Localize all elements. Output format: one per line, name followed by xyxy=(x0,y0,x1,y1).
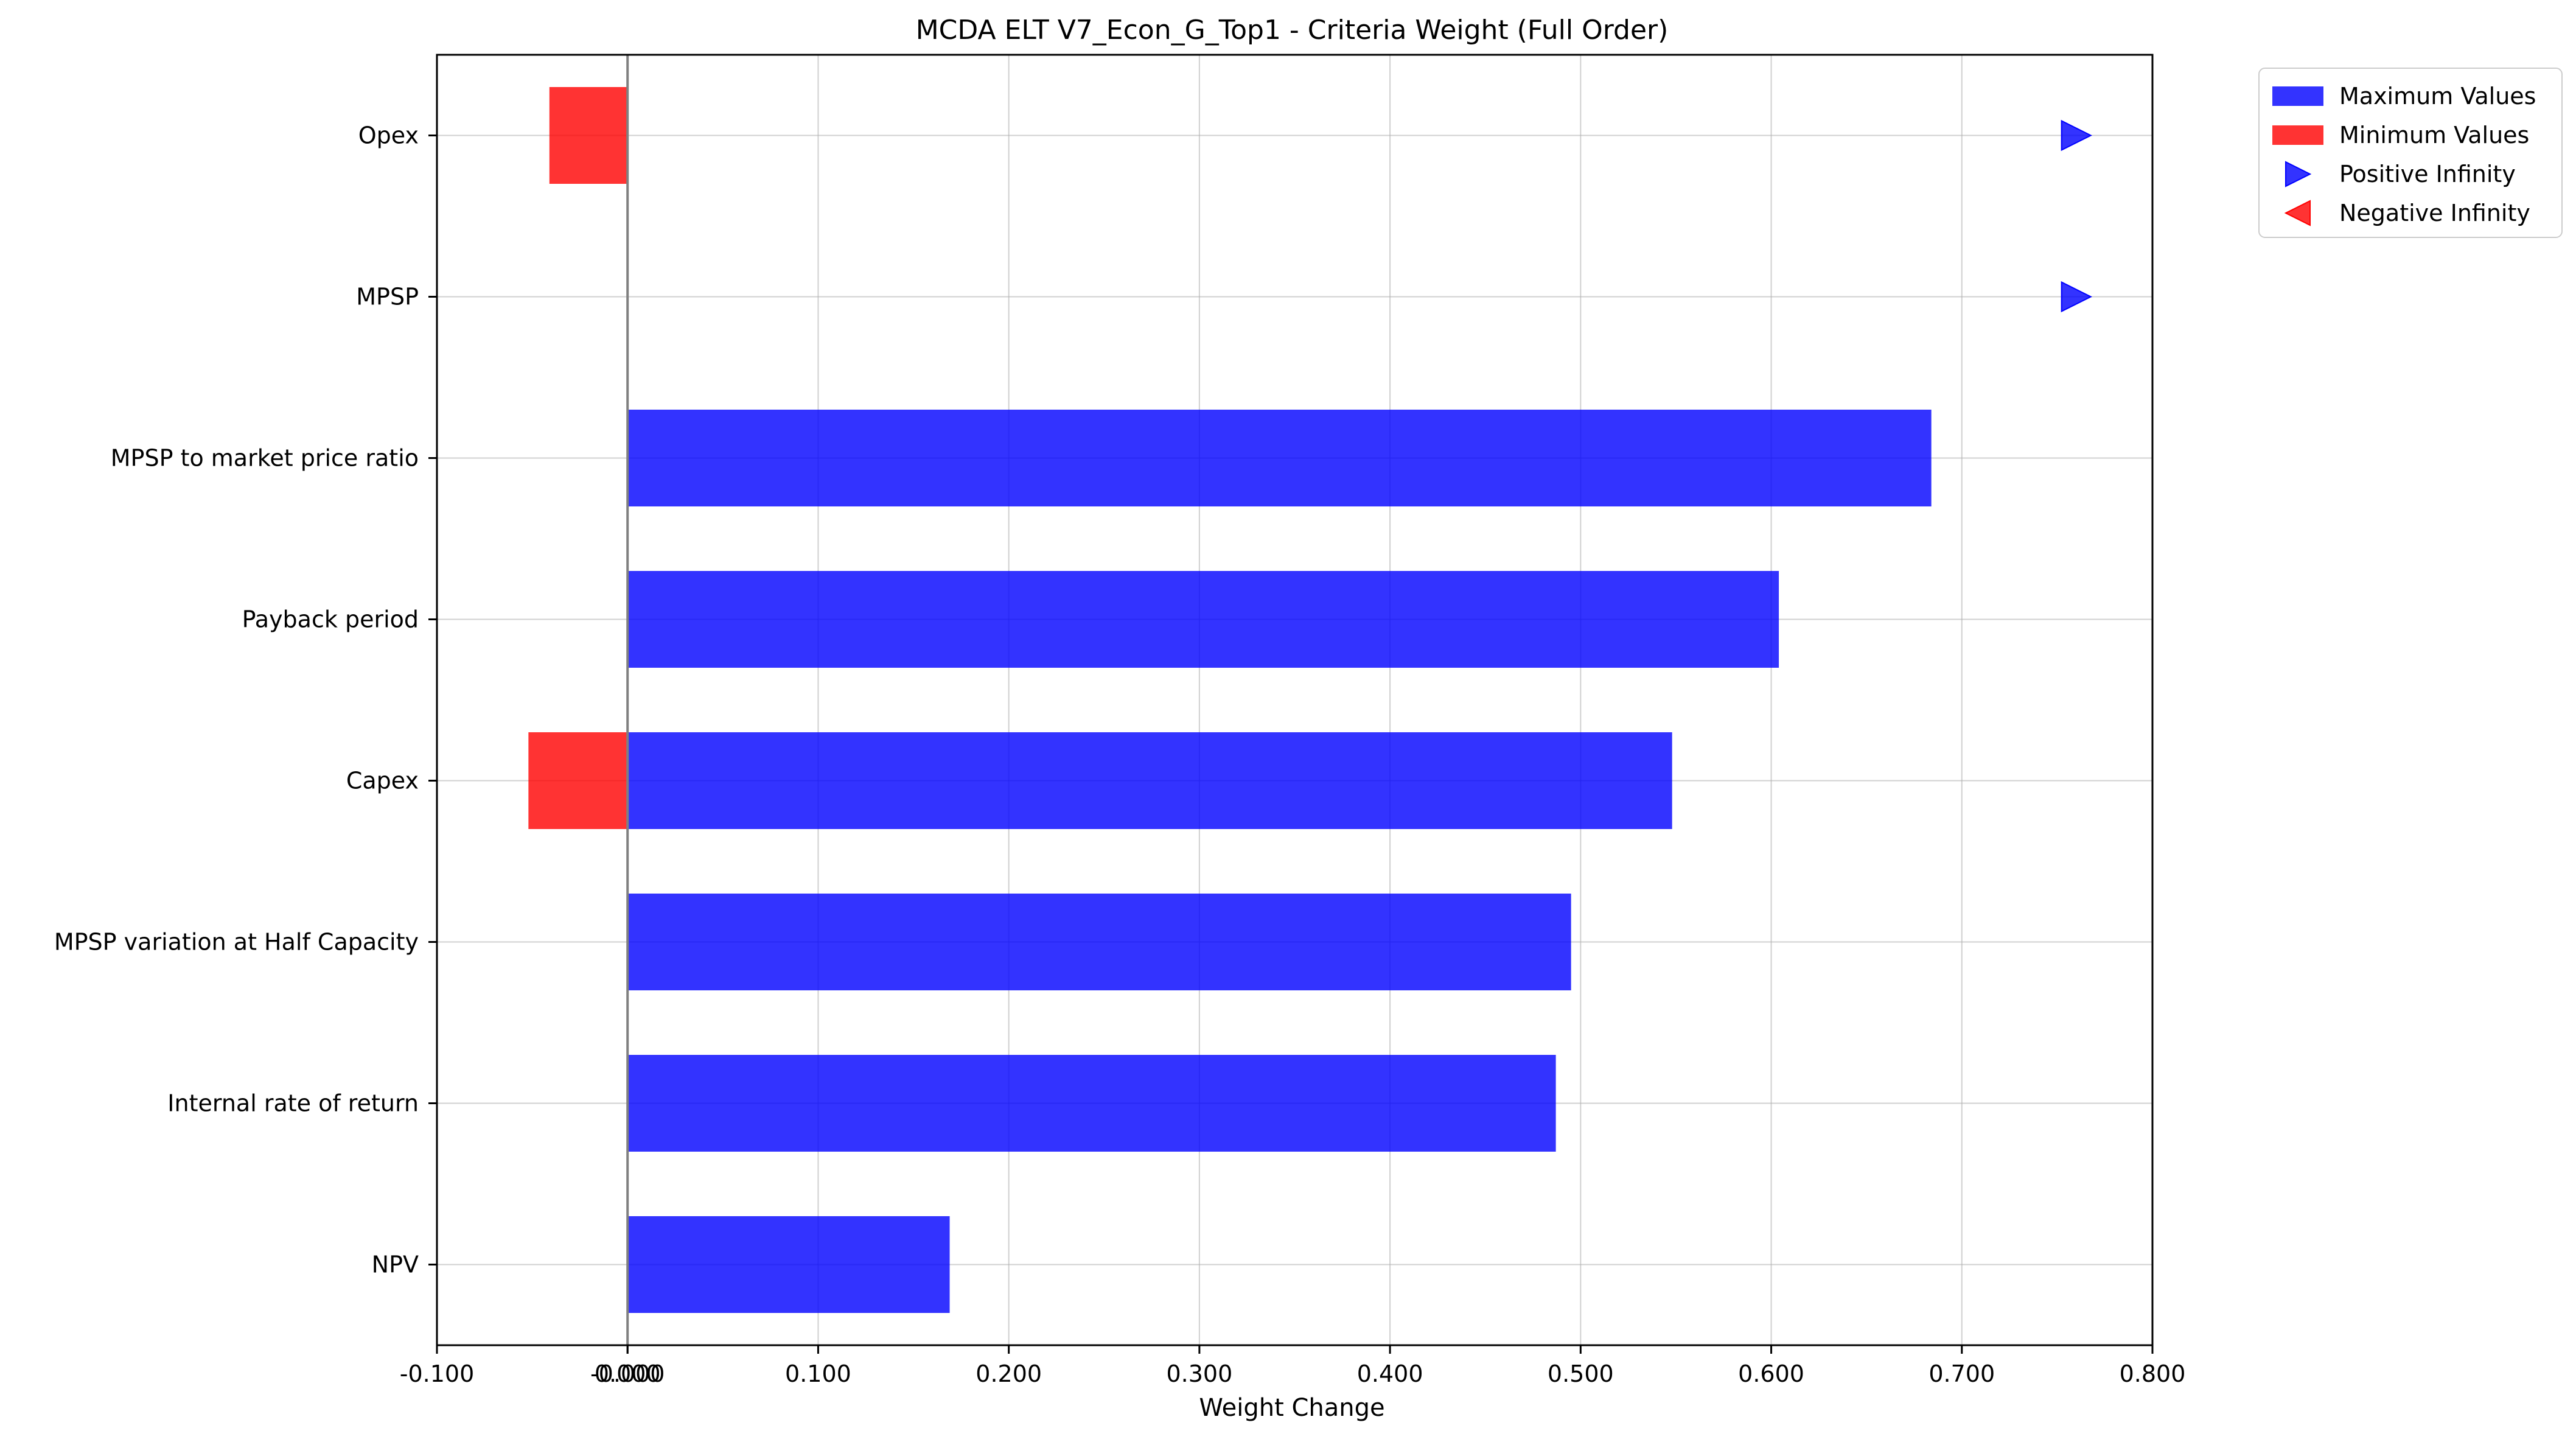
x-tick-label: 0.000 xyxy=(595,1360,661,1387)
chart-title: MCDA ELT V7_Econ_G_Top1 - Criteria Weigh… xyxy=(916,15,1669,46)
x-tick-label: 0.600 xyxy=(1738,1360,1804,1387)
x-tick-label: 0.300 xyxy=(1166,1360,1232,1387)
x-axis-label: Weight Change xyxy=(1199,1394,1384,1422)
y-tick-label: NPV xyxy=(372,1251,419,1278)
x-tick-label: 0.400 xyxy=(1357,1360,1423,1387)
y-tick-label: Payback period xyxy=(242,606,419,633)
bars-layer xyxy=(528,87,1932,1313)
legend-swatch xyxy=(2272,125,2323,145)
y-tick-label: MPSP xyxy=(356,284,419,310)
legend: Maximum Values Minimum Values Positive Inf… xyxy=(2258,68,2563,238)
y-tick-label: MPSP variation at Half Capacity xyxy=(54,929,419,956)
bar-minimum-values xyxy=(549,87,628,184)
bar-maximum-values xyxy=(627,410,1932,506)
bar-maximum-values xyxy=(627,1055,1556,1152)
bar-minimum-values xyxy=(528,732,628,829)
plot-frame xyxy=(436,54,2154,1346)
legend-swatch xyxy=(2272,86,2323,106)
x-tick-label: -0.100 xyxy=(400,1360,475,1387)
legend-label: Negative Infinity xyxy=(2339,200,2530,226)
bar-maximum-values xyxy=(627,732,1672,829)
legend-label: Minimum Values xyxy=(2339,122,2529,149)
x-tick-label: 0.800 xyxy=(2120,1360,2186,1387)
x-tick-label: -0.000 xyxy=(590,1360,665,1387)
legend-box xyxy=(2258,68,2563,238)
y-tick-label: MPSP to market price ratio xyxy=(111,445,419,472)
legend-marker xyxy=(2284,200,2311,226)
y-tick-label: Internal rate of return xyxy=(167,1090,419,1117)
bar-maximum-values xyxy=(627,571,1779,668)
y-tick-label: Opex xyxy=(358,122,419,149)
bar-maximum-values xyxy=(627,1216,950,1313)
bar-maximum-values xyxy=(627,894,1571,990)
x-tick-label: 0.500 xyxy=(1548,1360,1614,1387)
legend-label: Positive Infinity xyxy=(2339,161,2516,187)
legend-label: Maximum Values xyxy=(2339,83,2536,110)
markers-layer xyxy=(2061,119,2092,313)
positive-infinity-marker xyxy=(2061,281,2092,313)
x-tick-label: 0.200 xyxy=(976,1360,1042,1387)
x-tick-label: 0.100 xyxy=(785,1360,851,1387)
x-tick-label: 0.700 xyxy=(1929,1360,1995,1387)
y-tick-label: Capex xyxy=(346,768,419,794)
legend-marker xyxy=(2285,161,2312,187)
positive-infinity-marker xyxy=(2061,119,2092,152)
